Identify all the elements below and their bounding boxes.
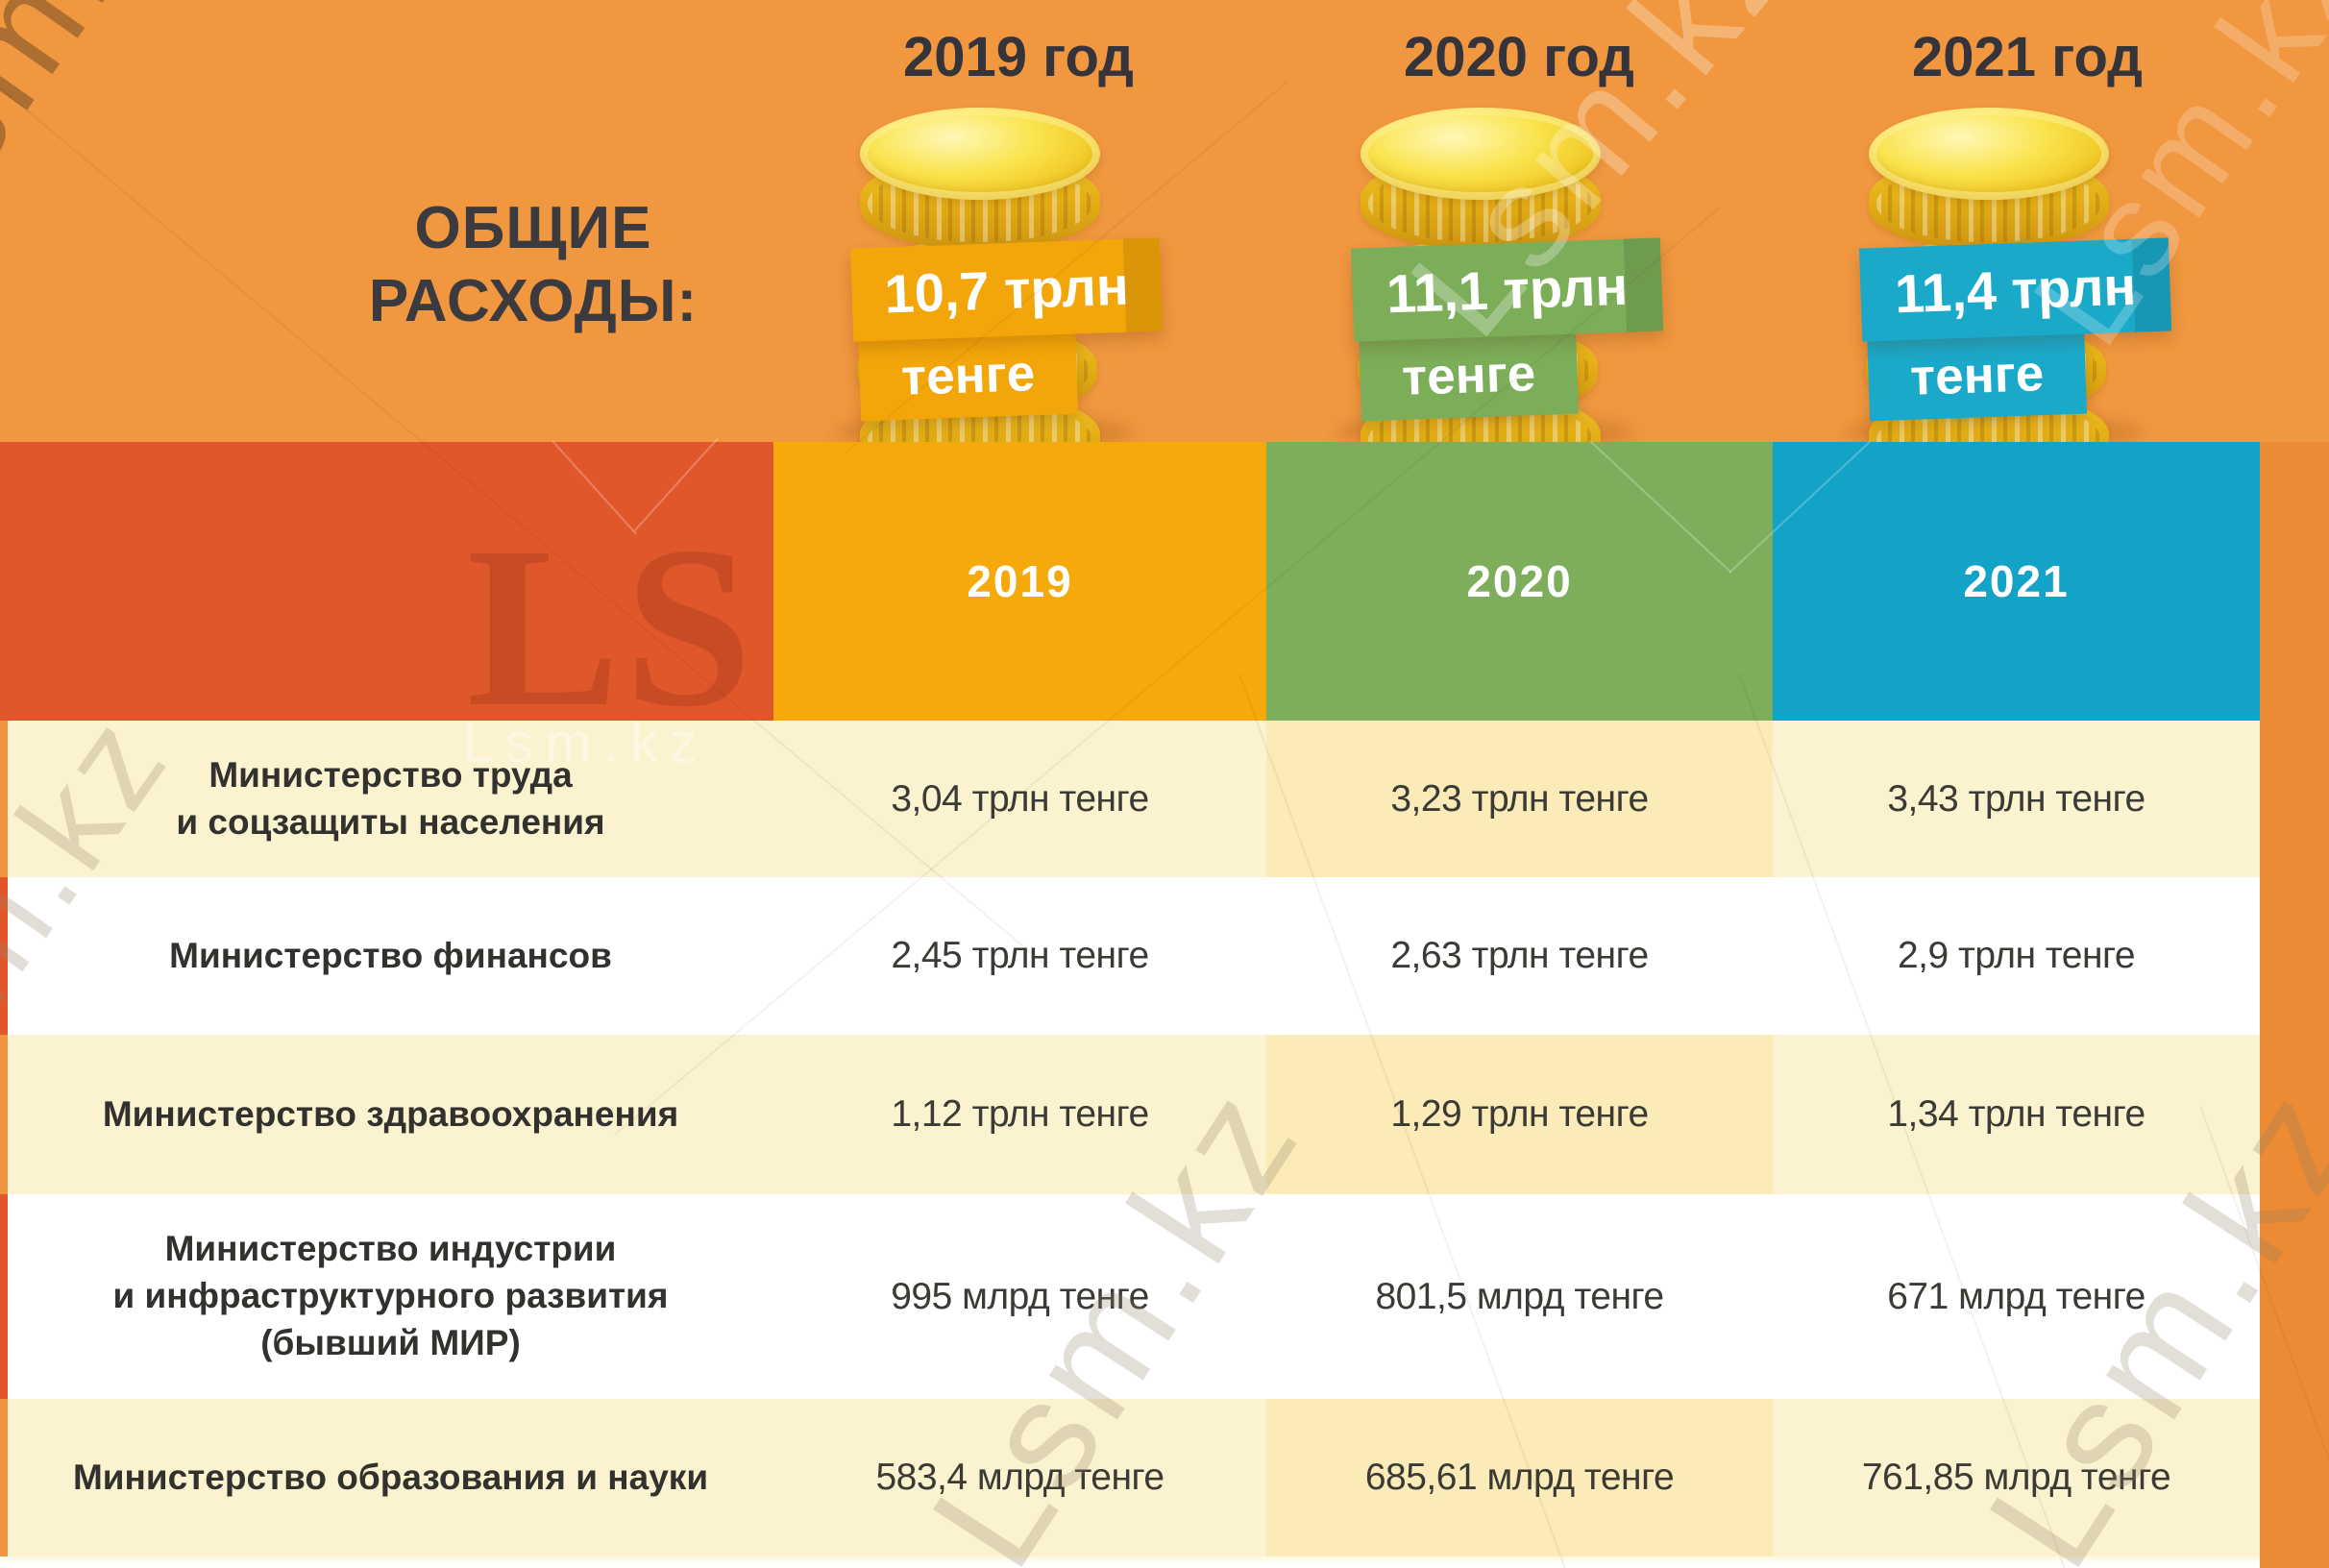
left-edge-strip bbox=[0, 1194, 8, 1399]
expenses-table: LS 2019 2020 2021 Министерство труда и с… bbox=[0, 442, 2329, 1568]
ministry-label-health: Министерство здравоохранения bbox=[8, 1035, 773, 1194]
value-education-2019: 583,4 млрд тенге bbox=[773, 1399, 1266, 1556]
bottom-strip bbox=[0, 1556, 2260, 1568]
year-heading-2019: 2019 год bbox=[902, 26, 1134, 88]
value-industry-2021: 671 млрд тенге bbox=[1773, 1194, 2260, 1399]
value-finance-2020: 2,63 трлн тенге bbox=[1266, 877, 1773, 1035]
value-labor-2021: 3,43 трлн тенге bbox=[1773, 721, 2260, 877]
value-finance-2021: 2,9 трлн тенге bbox=[1773, 877, 2260, 1035]
year-heading-2021: 2021 год bbox=[1911, 26, 2143, 88]
value-health-2020: 1,29 трлн тенге bbox=[1266, 1035, 1773, 1194]
table-corner-cell: LS bbox=[0, 442, 773, 742]
total-amount: 10,7 трлн bbox=[849, 237, 1164, 342]
ministry-label-line: (бывший МИР) bbox=[260, 1322, 521, 1362]
value-industry-2020: 801,5 млрд тенге bbox=[1266, 1194, 1773, 1399]
total-unit: тенге bbox=[1359, 329, 1580, 422]
value-finance-2019: 2,45 трлн тенге bbox=[773, 877, 1266, 1035]
ministry-label-line: Министерство индустрии bbox=[164, 1229, 617, 1269]
column-header-2021: 2021 bbox=[1773, 442, 2260, 721]
ministry-label-line: и соцзащиты населения bbox=[176, 801, 605, 842]
top-banner: ОБЩИЕ РАСХОДЫ: 2019 год 10,7 трлн тенге … bbox=[0, 0, 2329, 486]
value-education-2020: 685,61 млрд тенге bbox=[1266, 1399, 1773, 1556]
ministry-label-industry: Министерство индустрии и инфраструктурно… bbox=[8, 1194, 773, 1399]
coin-face bbox=[1869, 108, 2109, 200]
value-education-2021: 761,85 млрд тенге bbox=[1773, 1399, 2260, 1556]
ministry-label-line: Министерство труда bbox=[208, 754, 573, 795]
ministry-label-labor: Министерство труда и соцзащиты населения bbox=[8, 721, 773, 877]
ministry-label-line: Министерство финансов bbox=[169, 935, 612, 975]
coin-face bbox=[860, 108, 1100, 200]
coin-face bbox=[1361, 108, 1601, 200]
left-edge-strip bbox=[0, 1035, 8, 1194]
ls-logo-watermark: LS bbox=[466, 499, 756, 754]
ministry-label-education: Министерство образования и науки bbox=[8, 1399, 773, 1556]
total-unit: тенге bbox=[1867, 329, 2088, 422]
year-heading-2020: 2020 год bbox=[1403, 26, 1634, 88]
value-industry-2019: 995 млрд тенге bbox=[773, 1194, 1266, 1399]
column-header-2020: 2020 bbox=[1266, 442, 1773, 721]
ministry-label-line: Министерство образования и науки bbox=[72, 1457, 709, 1497]
page-title-line2: РАСХОДЫ: bbox=[368, 267, 699, 334]
value-labor-2020: 3,23 трлн тенге bbox=[1266, 721, 1773, 877]
total-badge-2019: 10,7 трлн тенге bbox=[849, 237, 1165, 422]
left-edge-strip bbox=[0, 721, 8, 877]
year-group-2019: 2019 год 10,7 трлн тенге bbox=[769, 0, 1268, 486]
year-group-2021: 2021 год 11,4 трлн тенге bbox=[1777, 0, 2277, 486]
value-health-2021: 1,34 трлн тенге bbox=[1773, 1035, 2260, 1194]
value-health-2019: 1,12 трлн тенге bbox=[773, 1035, 1266, 1194]
column-header-2019: 2019 bbox=[773, 442, 1266, 721]
left-edge-strip bbox=[0, 877, 8, 1035]
ministry-label-line: Министерство здравоохранения bbox=[102, 1093, 679, 1134]
ministry-label-finance: Министерство финансов bbox=[8, 877, 773, 1035]
right-edge-strip bbox=[2260, 442, 2329, 1568]
page-title: ОБЩИЕ РАСХОДЫ: bbox=[279, 192, 788, 337]
total-unit: тенге bbox=[858, 329, 1079, 422]
value-labor-2019: 3,04 трлн тенге bbox=[773, 721, 1266, 877]
ministry-label-line: и инфраструктурного развития bbox=[112, 1276, 669, 1316]
page-title-line1: ОБЩИЕ bbox=[414, 195, 652, 261]
site-watermark: Lsm.kz bbox=[463, 712, 709, 774]
left-edge-strip bbox=[0, 1399, 8, 1556]
